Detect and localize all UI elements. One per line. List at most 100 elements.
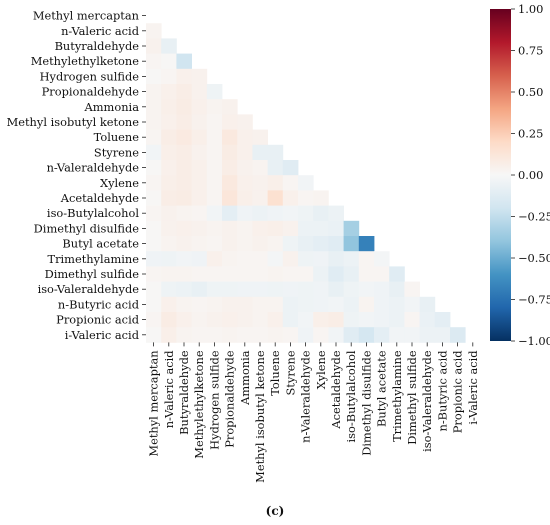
heatmap-cell	[267, 281, 284, 298]
heatmap-cell	[282, 175, 299, 191]
heatmap-cell	[222, 144, 238, 161]
heatmap-cell	[313, 236, 329, 252]
row-label: Dimethyl disulfide	[34, 221, 140, 235]
heatmap-cell	[161, 266, 177, 282]
heatmap-cell	[358, 281, 375, 298]
column-label: iso-Butylalcohol	[344, 350, 358, 442]
heatmap-cell	[161, 220, 177, 237]
heatmap-cell	[161, 53, 177, 70]
row-label: Methyl isobutyl ketone	[7, 115, 140, 129]
heatmap-cell	[343, 312, 360, 328]
heatmap-cell	[237, 190, 253, 206]
row-label: Methyl mercaptan	[33, 9, 140, 23]
heatmap-cell	[434, 312, 451, 328]
column-label: n-Valeric acid	[162, 350, 176, 428]
heatmap-cell	[191, 281, 208, 298]
heatmap-cell	[146, 38, 162, 54]
heatmap-cell	[282, 205, 299, 222]
row-label: iso-Butylalcohol	[47, 206, 139, 220]
heatmap-cell	[267, 327, 284, 343]
heatmap-cell	[389, 327, 405, 343]
heatmap-cell	[176, 296, 192, 313]
heatmap-cell	[328, 236, 344, 252]
heatmap-cell	[343, 266, 360, 282]
heatmap-cell	[206, 220, 223, 237]
heatmap-cell	[206, 160, 223, 176]
column-label: Dimethyl disulfide	[359, 350, 373, 456]
heatmap-cell	[389, 312, 405, 328]
heatmap-cell	[252, 327, 268, 343]
heatmap-cell	[161, 114, 177, 130]
heatmap-cell	[176, 68, 192, 85]
heatmap-cell	[176, 312, 192, 328]
colorbar-tick-label: 0.00	[518, 168, 543, 182]
heatmap-cell	[222, 266, 238, 282]
colorbar-tick-label: −0.50	[518, 251, 550, 265]
heatmap-cell	[374, 266, 390, 282]
row-label: Methylethylketone	[31, 54, 140, 68]
heatmap-cell	[222, 160, 238, 176]
heatmap-cell	[298, 205, 314, 222]
colorbar: −1.00 −0.75 −0.50 −0.25 0.00 0.25 0.50 0.75 1.00	[490, 2, 550, 348]
heatmap-cell	[176, 327, 192, 343]
heatmap-cell	[176, 53, 192, 70]
row-label: iso-Valeraldehyde	[38, 282, 140, 296]
heatmap-cell	[358, 327, 375, 343]
heatmap-cell	[282, 312, 299, 328]
heatmap-cell	[374, 296, 390, 313]
column-label: Hydrogen sulfide	[207, 350, 221, 450]
heatmap-cell	[161, 144, 177, 161]
heatmap-cell	[252, 296, 268, 313]
heatmap-cell	[282, 190, 299, 206]
heatmap-cell	[328, 296, 344, 313]
heatmap-cell	[206, 190, 223, 206]
row-label: Butyraldehyde	[55, 39, 140, 53]
heatmap-cell	[222, 220, 238, 237]
heatmap-cells	[146, 23, 466, 343]
heatmap-cell	[374, 327, 390, 343]
heatmap-cell	[404, 281, 420, 298]
heatmap-cell	[252, 251, 268, 267]
heatmap-cell	[206, 175, 223, 191]
column-label: Methylethylketone	[192, 350, 206, 459]
heatmap-cell	[206, 296, 223, 313]
heatmap-cell	[237, 129, 253, 146]
heatmap-cell	[298, 281, 314, 298]
heatmap-cell	[146, 296, 162, 313]
heatmap-cell	[161, 251, 177, 267]
heatmap-cell	[176, 236, 192, 252]
heatmap-cell	[298, 175, 314, 191]
row-label: Toluene	[94, 130, 140, 144]
heatmap-cell	[222, 99, 238, 115]
heatmap-cell	[313, 190, 329, 206]
heatmap-cell	[298, 190, 314, 206]
heatmap-cell	[206, 312, 223, 328]
heatmap-cell	[191, 129, 208, 146]
column-label: Dimethyl sulfide	[405, 350, 419, 445]
heatmap-cell	[358, 236, 375, 252]
heatmap-cell	[191, 84, 208, 100]
heatmap-cell	[358, 312, 375, 328]
column-label: Butyraldehyde	[177, 350, 191, 435]
column-label: Methyl isobutyl ketone	[253, 350, 267, 483]
heatmap-cell	[222, 114, 238, 130]
heatmap-cell	[389, 266, 405, 282]
heatmap-cell	[222, 175, 238, 191]
heatmap-cell	[404, 312, 420, 328]
heatmap-cell	[176, 190, 192, 206]
heatmap-cell	[161, 296, 177, 313]
heatmap-cell	[176, 175, 192, 191]
column-label: i-Valeric acid	[466, 350, 480, 424]
heatmap-cell	[191, 175, 208, 191]
heatmap-cell	[267, 312, 284, 328]
heatmap-cell	[146, 236, 162, 252]
heatmap-cell	[328, 266, 344, 282]
heatmap-cell	[267, 251, 284, 267]
heatmap-cell	[161, 327, 177, 343]
heatmap-cell	[282, 281, 299, 298]
heatmap-cell	[313, 281, 329, 298]
column-label: n-Valeraldehyde	[299, 350, 313, 443]
heatmap-cell	[206, 281, 223, 298]
heatmap-cell	[146, 68, 162, 85]
row-label: n-Valeraldehyde	[47, 161, 140, 175]
